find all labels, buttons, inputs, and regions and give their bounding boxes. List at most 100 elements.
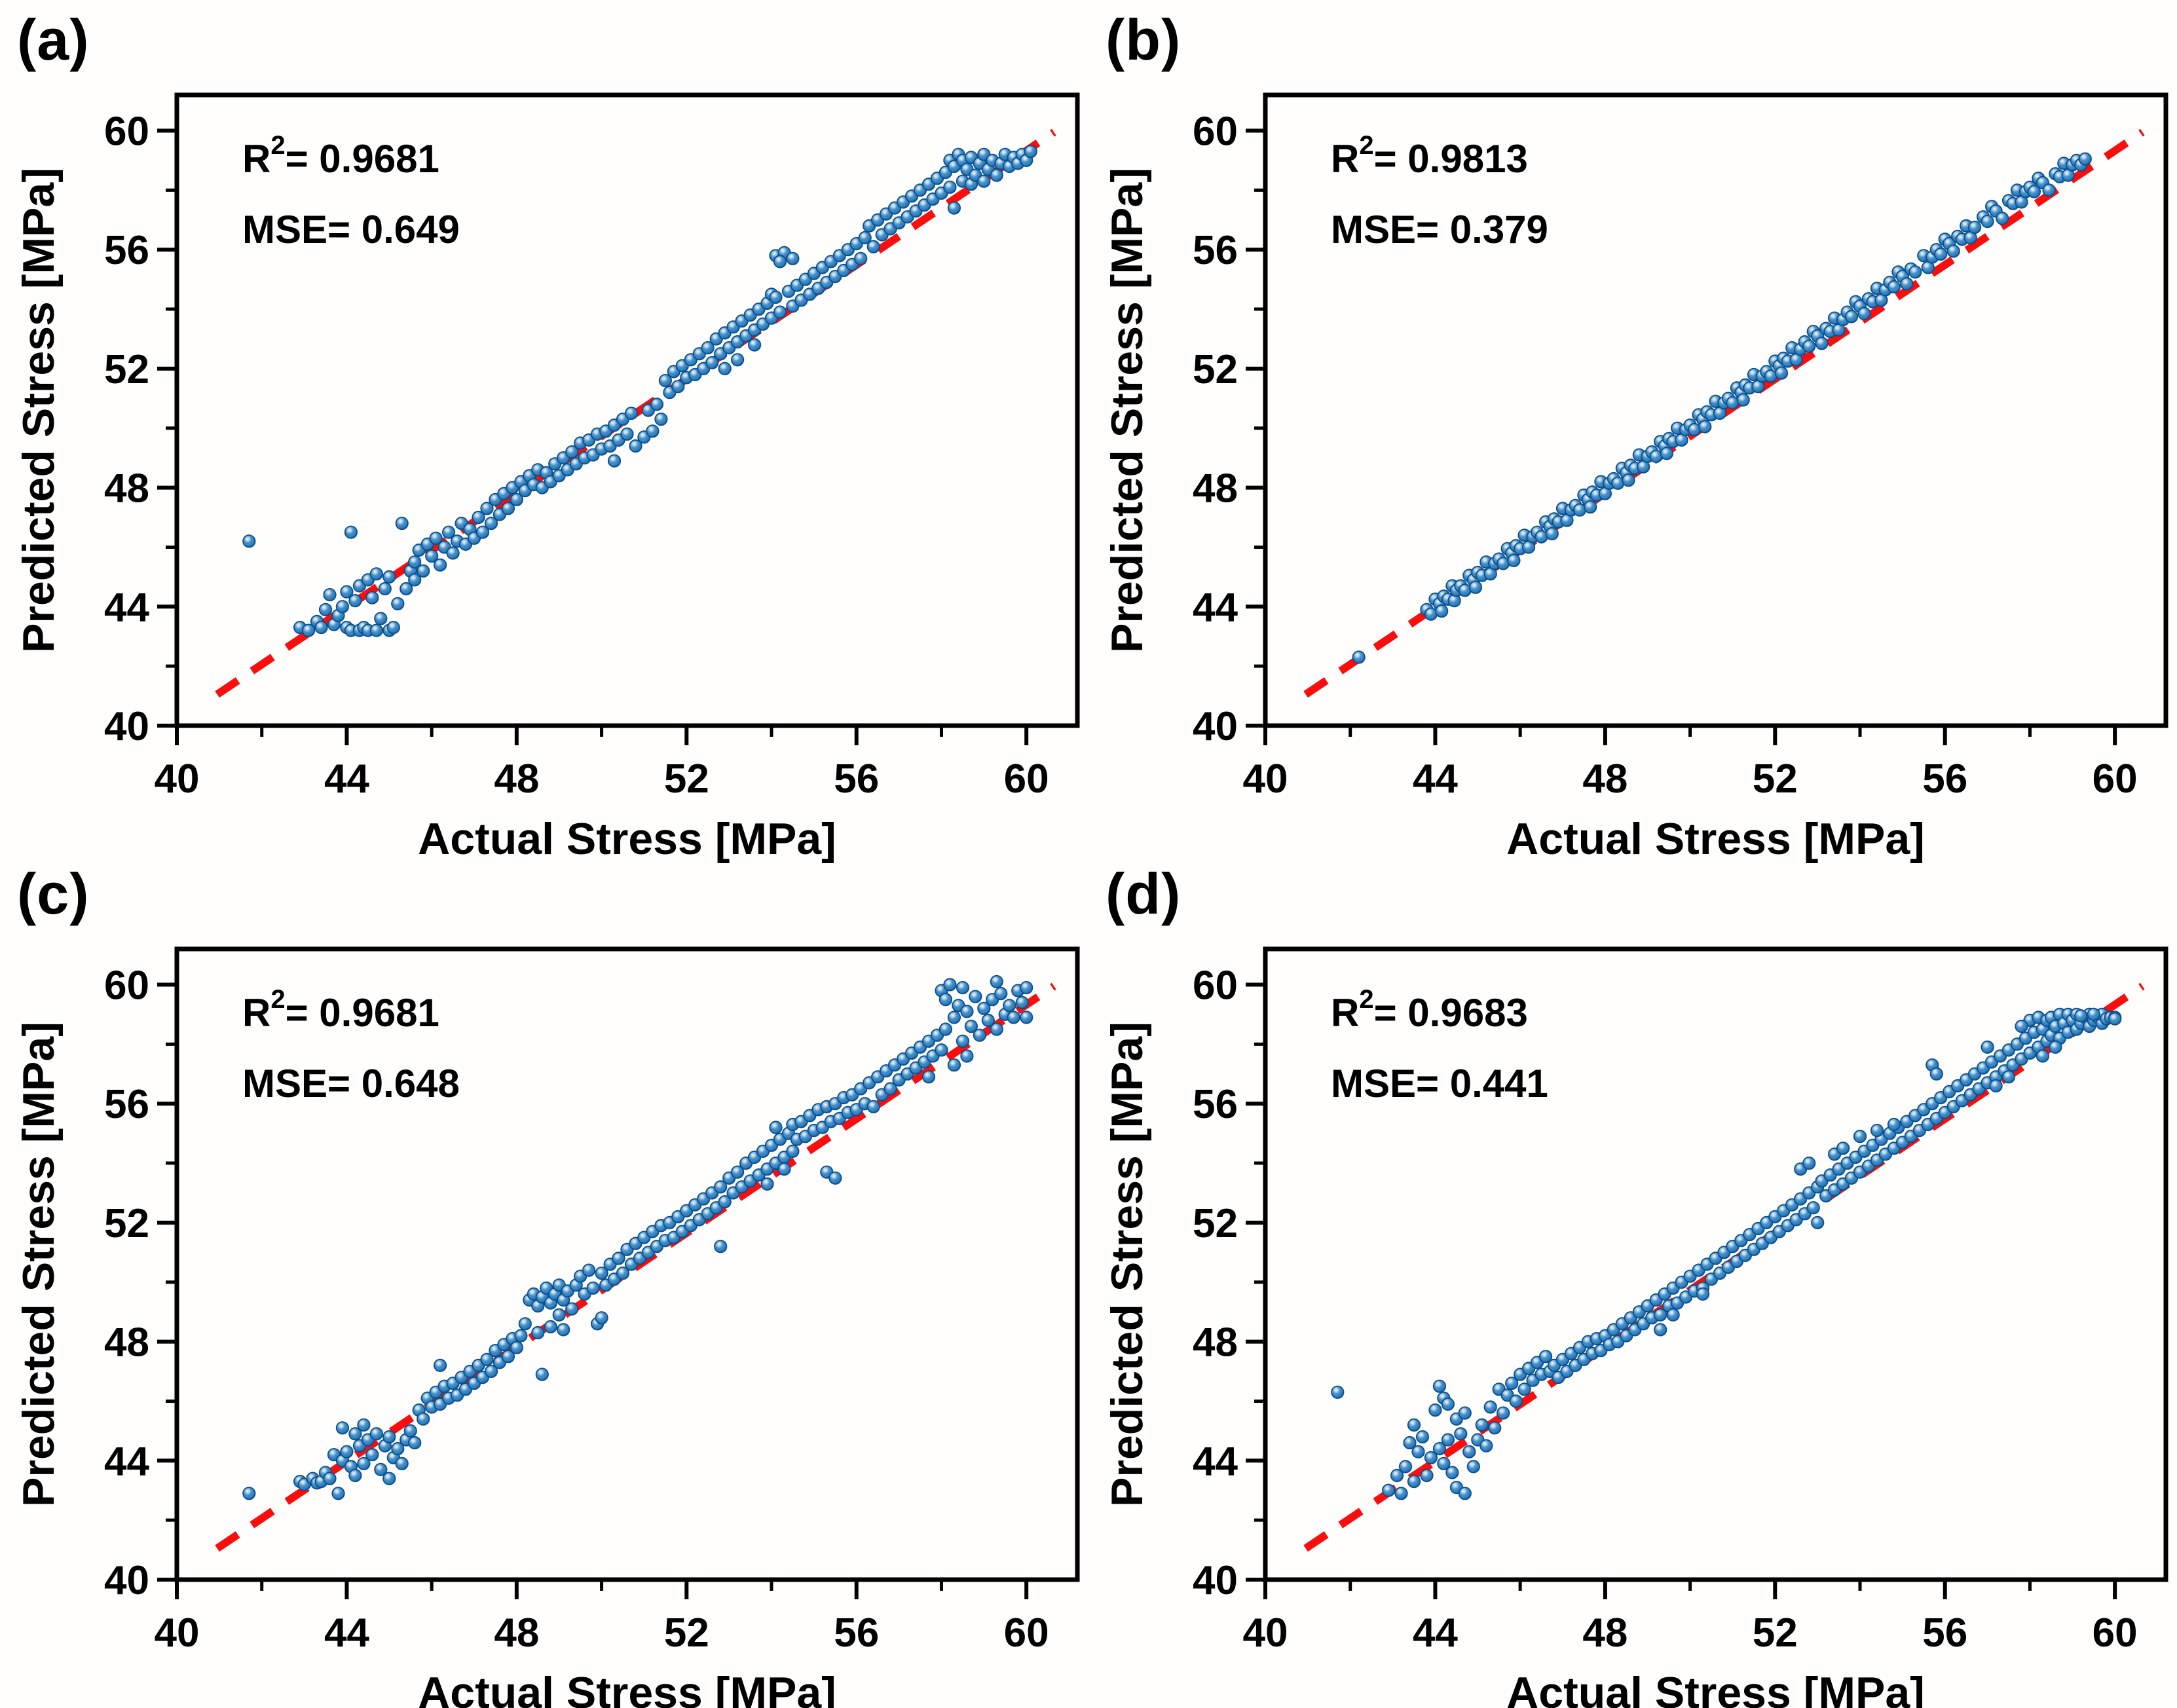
scatter-panel-c: (c) 40 44 48 52 56 60 40 44 48 52 56 60 Actual Stres… [0, 854, 1088, 1708]
data-point [1497, 1406, 1510, 1420]
data-point [990, 1022, 1003, 1036]
scatter-panel-a: (a) 40 44 48 52 56 60 40 44 48 52 56 60 Actual Stres… [0, 0, 1088, 864]
data-point [1441, 1433, 1455, 1447]
data-point [1458, 1487, 1472, 1500]
y-tick-label: 60 [104, 109, 149, 155]
y-axis-title: Predicted Stress [MPa] [1102, 1022, 1152, 1507]
y-tick-label: 56 [1193, 228, 1238, 273]
stat-annotation: R2= 0.9681 [242, 985, 439, 1035]
data-point [1989, 1079, 2003, 1093]
data-point [382, 1472, 396, 1485]
y-tick-label: 56 [1193, 1082, 1238, 1127]
data-point [1538, 1350, 1553, 1364]
data-point [335, 1421, 350, 1435]
data-point [1736, 393, 1750, 407]
data-point [1545, 527, 1559, 541]
data-point [1015, 995, 1029, 1009]
data-point [1507, 553, 1521, 568]
y-tick-label: 56 [104, 228, 149, 273]
data-point [433, 1358, 447, 1373]
data-point [1968, 220, 1982, 234]
data-point [1020, 1011, 1033, 1024]
data-point [535, 1367, 549, 1381]
scatter-plot-c: 40 44 48 52 56 60 40 44 48 52 56 60 Actual Stress [M… [14, 946, 1080, 1708]
data-point [1488, 1421, 1502, 1435]
x-tick-label: 56 [1922, 1610, 1967, 1656]
scatter-panel-b: (b) 40 44 48 52 56 60 40 44 48 52 56 60 Actual Stres… [1088, 0, 2177, 864]
scatter-plot-b: 40 44 48 52 56 60 40 44 48 52 56 60 Actual Stress [M… [1102, 92, 2168, 864]
data-point [391, 1441, 405, 1456]
data-point [1996, 212, 2009, 225]
data-point [1654, 1308, 1667, 1322]
data-point [607, 454, 622, 468]
data-point [1403, 1436, 1417, 1450]
data-point [1407, 1474, 1421, 1489]
data-point [242, 1487, 256, 1500]
data-point [2027, 185, 2041, 198]
data-point [1432, 1441, 1447, 1456]
data-point [884, 1082, 897, 1096]
data-point [921, 1070, 936, 1084]
data-point [2074, 1009, 2088, 1023]
data-point [624, 406, 639, 420]
y-tick-label: 40 [1193, 1558, 1238, 1603]
data-point [1517, 1383, 1531, 1396]
data-point [981, 1013, 995, 1028]
y-tick-label: 60 [1193, 963, 1238, 1009]
data-point [480, 502, 494, 515]
data-point [1445, 1466, 1459, 1479]
plot-frame [1263, 946, 2168, 1582]
x-axis-title: Actual Stress [MPa] [1506, 1668, 1925, 1708]
data-point [1424, 1451, 1438, 1464]
x-tick-label: 40 [1243, 756, 1288, 802]
data-point [395, 1457, 409, 1470]
data-point [769, 290, 783, 304]
data-point [395, 516, 409, 530]
data-point [1331, 1385, 1345, 1399]
y-tick-label: 48 [104, 466, 149, 511]
x-tick-label: 52 [1753, 756, 1798, 802]
data-point [408, 573, 422, 587]
data-point [369, 1427, 383, 1441]
data-point [242, 534, 256, 548]
data-point [1020, 981, 1033, 995]
data-point [718, 362, 732, 376]
plot-frame [174, 92, 1080, 728]
data-point [378, 582, 392, 596]
data-point [701, 341, 715, 355]
data-point [323, 587, 337, 602]
x-tick-label: 60 [2093, 756, 2138, 802]
x-tick-label: 60 [1004, 1610, 1049, 1656]
data-point [484, 1364, 498, 1379]
data-point [990, 168, 1003, 182]
y-tick-label: 60 [104, 963, 149, 1009]
scatter-points [1331, 1007, 2122, 1500]
data-point [301, 623, 316, 637]
y-tick-label: 44 [1193, 1439, 1238, 1484]
data-point [400, 582, 413, 596]
x-tick-label: 48 [1582, 1610, 1628, 1656]
data-point [866, 240, 880, 253]
data-point [510, 1341, 524, 1354]
data-point [417, 564, 430, 578]
x-tick-label: 48 [494, 756, 539, 802]
data-point [1666, 1308, 1680, 1322]
data-point [973, 1028, 986, 1042]
stat-annotation: MSE= 0.648 [242, 1062, 460, 1105]
data-point [557, 1323, 570, 1337]
data-point [1887, 280, 1901, 294]
y-axis-title: Predicted Stress [MPa] [1102, 168, 1152, 653]
stat-annotation: MSE= 0.379 [1331, 208, 1548, 251]
data-point [969, 990, 982, 1003]
data-point [2078, 152, 2092, 166]
data-point [1929, 1067, 1943, 1081]
data-point [705, 356, 719, 369]
x-tick-label: 52 [664, 1610, 709, 1656]
data-point [565, 445, 579, 459]
data-point [994, 987, 1008, 1001]
scatter-points [242, 975, 1033, 1500]
data-point [518, 1317, 532, 1331]
data-point [318, 603, 333, 616]
data-point [403, 1424, 417, 1438]
data-point [947, 1058, 961, 1072]
